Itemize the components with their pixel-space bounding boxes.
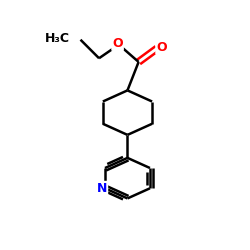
Text: O: O	[112, 37, 123, 50]
Text: H₃C: H₃C	[44, 32, 70, 45]
Text: N: N	[97, 182, 107, 195]
Text: O: O	[156, 40, 167, 54]
